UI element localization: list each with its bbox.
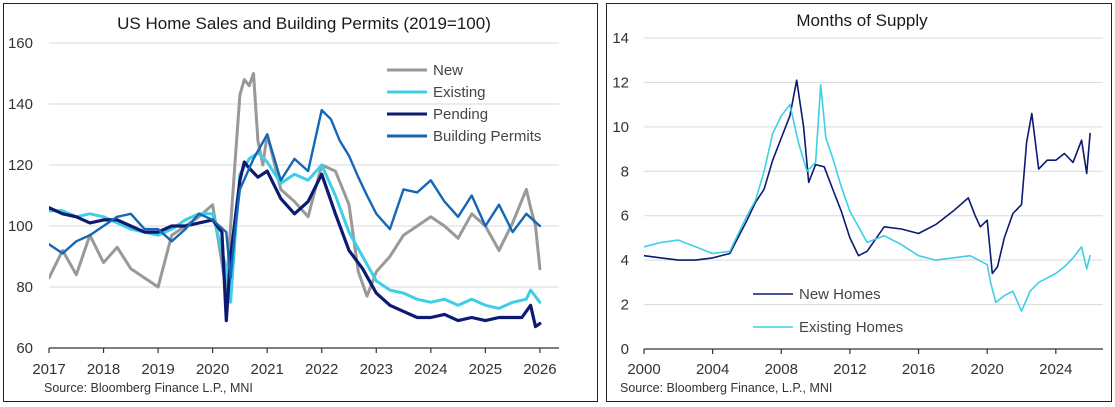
source-note: Source: Bloomberg Finance, L.P., MNI	[620, 381, 832, 395]
x-tick-label: 2023	[360, 361, 393, 378]
y-tick-label: 120	[8, 157, 33, 174]
chart-title: US Home Sales and Building Permits (2019…	[117, 14, 491, 33]
legend-label-building-permits: Building Permits	[433, 128, 541, 145]
home-sales-chart: US Home Sales and Building Permits (2019…	[8, 14, 559, 395]
series-line-pending	[49, 160, 542, 329]
legend-label-existing-homes: Existing Homes	[799, 319, 903, 336]
x-tick-label: 2020	[196, 361, 229, 378]
legend-label-new: New	[433, 62, 463, 79]
y-tick-label: 140	[8, 96, 33, 113]
legend-label-existing: Existing	[433, 84, 486, 101]
y-tick-label: 12	[612, 74, 629, 91]
y-tick-label: 4	[621, 252, 629, 269]
series-line-existing	[49, 151, 542, 310]
series-line-new-homes	[644, 79, 1091, 275]
series-line-new	[49, 72, 542, 298]
y-tick-label: 0	[621, 341, 629, 358]
y-tick-label: 80	[16, 279, 33, 296]
x-tick-label: 2000	[627, 361, 660, 378]
y-tick-label: 60	[16, 340, 33, 357]
x-tick-label: 2021	[250, 361, 283, 378]
legend-label-new-homes: New Homes	[799, 286, 881, 303]
series-line-existing-homes	[644, 83, 1091, 313]
x-tick-label: 2020	[970, 361, 1003, 378]
y-tick-label: 6	[621, 208, 629, 225]
y-tick-label: 10	[612, 119, 629, 136]
y-tick-label: 14	[612, 30, 629, 47]
x-tick-label: 2025	[469, 361, 502, 378]
x-tick-label: 2022	[305, 361, 338, 378]
y-tick-label: 8	[621, 163, 629, 180]
x-tick-label: 2016	[902, 361, 935, 378]
x-tick-label: 2026	[523, 361, 556, 378]
y-tick-label: 160	[8, 35, 33, 52]
legend-label-pending: Pending	[433, 106, 488, 123]
source-note: Source: Bloomberg Finance L.P., MNI	[44, 381, 253, 395]
months-of-supply-chart: Months of Supply 0 2 4 6 8 10 12 14 2000 2004 2008 2…	[612, 11, 1103, 395]
y-tick-label: 100	[8, 218, 33, 235]
home-sales-chart-panel: US Home Sales and Building Permits (2019…	[3, 3, 598, 402]
series-line-building-permits	[49, 108, 542, 280]
x-tick-label: 2019	[141, 361, 174, 378]
x-tick-label: 2012	[833, 361, 866, 378]
x-tick-label: 2004	[696, 361, 729, 378]
x-tick-label: 2008	[765, 361, 798, 378]
x-tick-label: 2024	[414, 361, 447, 378]
x-tick-label: 2017	[32, 361, 65, 378]
months-of-supply-chart-panel: Months of Supply 0 2 4 6 8 10 12 14 2000 2004 2008 2…	[606, 3, 1112, 402]
x-tick-label: 2024	[1039, 361, 1072, 378]
x-tick-label: 2018	[87, 361, 120, 378]
chart-title: Months of Supply	[796, 11, 928, 30]
y-tick-label: 2	[621, 297, 629, 314]
